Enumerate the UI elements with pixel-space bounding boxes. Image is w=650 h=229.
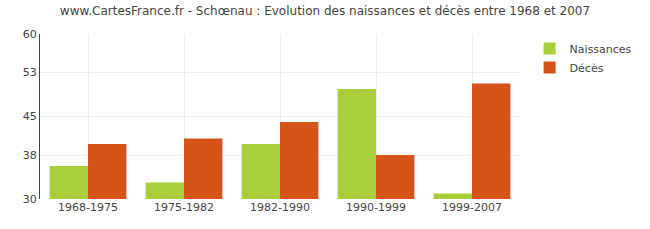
svg-text:Naissances: Naissances	[570, 43, 632, 56]
svg-text:60: 60	[23, 28, 37, 41]
svg-text:www.CartesFrance.fr - Schœnau: www.CartesFrance.fr - Schœnau : Evolutio…	[60, 4, 590, 18]
svg-text:1990-1999: 1990-1999	[346, 201, 406, 214]
svg-text:38: 38	[23, 149, 37, 162]
svg-text:1982-1990: 1982-1990	[250, 201, 310, 214]
svg-text:1968-1975: 1968-1975	[58, 201, 118, 214]
svg-text:1999-2007: 1999-2007	[442, 201, 502, 214]
svg-text:30: 30	[23, 193, 37, 206]
svg-text:1975-1982: 1975-1982	[154, 201, 214, 214]
svg-text:53: 53	[23, 66, 37, 79]
svg-text:Décès: Décès	[570, 62, 604, 75]
svg-text:45: 45	[23, 110, 37, 123]
